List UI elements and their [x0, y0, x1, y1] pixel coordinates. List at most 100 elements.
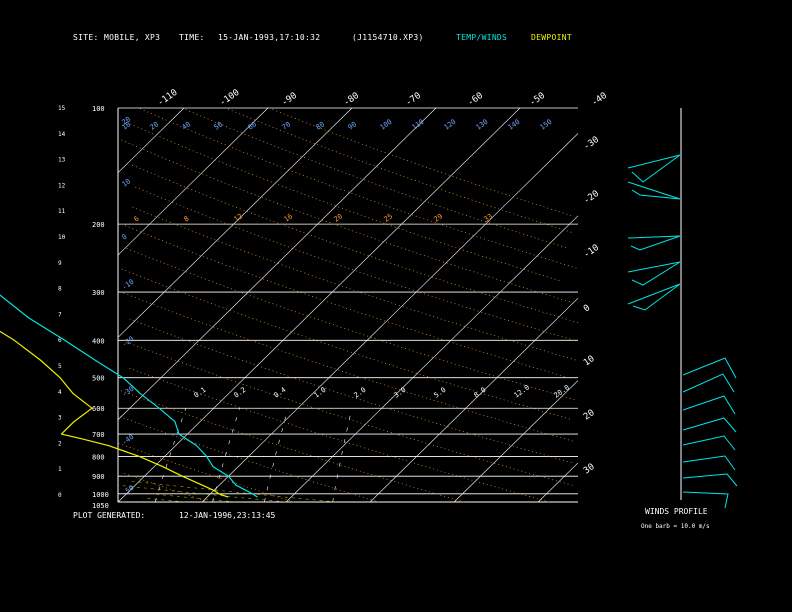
height-label: 7	[58, 311, 62, 318]
temperature-profile	[0, 294, 258, 498]
right-temp-label: 10	[582, 354, 597, 368]
moist-adiabat	[127, 480, 337, 503]
top-temp-label: -100	[218, 88, 242, 109]
upper-label: 40	[181, 120, 193, 131]
mixing-ratio-label: 2.0	[353, 386, 368, 400]
upper-label: 120	[443, 118, 458, 132]
height-label: 13	[58, 157, 66, 164]
mixing-ratio-label: 0.1	[193, 386, 208, 400]
pressure-label: 600	[92, 405, 105, 413]
top-temp-label: -110	[156, 88, 180, 109]
wind-barb	[682, 491, 729, 509]
adiabat-label: 8	[183, 215, 191, 224]
right-temp-label: -10	[582, 243, 601, 261]
upper-label: 150	[539, 118, 554, 132]
dry-adiabat	[121, 472, 209, 503]
upper-label: 60	[247, 120, 259, 131]
mixing-ratio-line	[332, 408, 353, 503]
adiabat-label: 16	[283, 212, 295, 223]
mixing-ratio-label: 1.0	[313, 386, 328, 400]
upper-label: 110	[411, 118, 426, 132]
right-temp-label: 20	[582, 408, 597, 422]
right-temp-label: -30	[582, 135, 601, 153]
height-label: 2	[58, 440, 62, 447]
pressure-label: 400	[92, 337, 105, 345]
height-label: 9	[58, 260, 62, 267]
dry-adiabat	[119, 267, 570, 420]
isotherm-line	[117, 107, 185, 173]
upper-label: 80	[315, 120, 327, 131]
upper-label: 50	[213, 120, 225, 131]
dry-adiabat	[138, 107, 577, 269]
theta-label: -10	[121, 278, 136, 292]
mixing-ratio-label: 5.0	[433, 386, 448, 400]
adiabat-label: 29	[433, 212, 445, 223]
height-label: 1	[58, 466, 62, 473]
moist-adiabat	[151, 493, 236, 503]
dewpoint-legend: DEWPOINT	[531, 33, 572, 42]
dry-adiabat	[121, 339, 573, 486]
mixing-ratio-label: 8.0	[473, 386, 488, 400]
isotherm-line	[117, 107, 353, 338]
isotherm-line	[117, 107, 437, 420]
temp-legend: TEMP/WINDS	[456, 33, 508, 42]
height-label: 11	[58, 208, 66, 215]
dry-adiabat	[124, 247, 575, 400]
moist-adiabat	[143, 497, 186, 503]
wind-barb	[627, 235, 681, 251]
wind-barb	[682, 395, 736, 415]
dry-adiabat	[134, 186, 575, 341]
adiabat-label: 25	[383, 212, 395, 223]
height-label: 6	[58, 337, 62, 344]
pressure-label: 1050	[92, 502, 109, 510]
upper-label: 100	[379, 118, 394, 132]
adiabat-label: 6	[133, 215, 141, 224]
diagram-labels: 10501000900800700600500400300200100-110-…	[58, 88, 609, 510]
upper-label: 10	[121, 120, 133, 131]
height-label: 12	[58, 182, 66, 189]
height-label: 8	[58, 286, 62, 293]
top-temp-label: -90	[280, 91, 299, 109]
pressure-label: 200	[92, 221, 105, 229]
wind-barb	[627, 261, 681, 286]
dry-adiabat	[130, 123, 560, 281]
pressure-label: 300	[92, 289, 105, 297]
theta-label: -40	[121, 433, 136, 447]
upper-label: 70	[281, 120, 293, 131]
dry-adiabat	[126, 317, 572, 463]
pressure-label: 900	[92, 473, 105, 481]
dry-adiabat	[120, 390, 465, 503]
right-temp-label: 30	[582, 462, 597, 476]
sounding-profiles	[0, 294, 258, 498]
top-temp-label: -70	[404, 91, 423, 109]
height-label: 5	[58, 363, 62, 370]
isotherm-line	[117, 107, 521, 503]
isotherm-line	[117, 107, 269, 256]
wind-barb	[682, 373, 735, 393]
isotherm-line	[537, 462, 579, 503]
upper-label: 20	[149, 120, 161, 131]
theta-label: -20	[121, 335, 136, 349]
barb-scale-note: One barb = 10.0 m/s	[641, 523, 710, 530]
upper-label: 90	[347, 120, 359, 131]
wind-barb	[682, 455, 736, 471]
pressure-label: 700	[92, 431, 105, 439]
wind-profile	[627, 108, 738, 509]
wind-barb	[627, 283, 681, 311]
top-temp-label: -50	[528, 91, 547, 109]
adiabat-label: 33	[483, 212, 495, 223]
isotherm-line	[201, 133, 579, 503]
mixing-ratio-line	[264, 408, 289, 503]
wind-barb	[627, 154, 681, 183]
pressure-label: 500	[92, 375, 105, 383]
isotherm-line	[285, 215, 579, 503]
theta-label: 0	[121, 233, 129, 242]
mixing-ratio-label: 3.0	[393, 386, 408, 400]
upper-label: 130	[475, 118, 490, 132]
theta-label: 20	[121, 115, 133, 126]
wind-barb	[627, 181, 681, 200]
dry-adiabat	[225, 107, 572, 233]
wind-barb	[682, 473, 738, 487]
height-label: 14	[58, 131, 66, 138]
